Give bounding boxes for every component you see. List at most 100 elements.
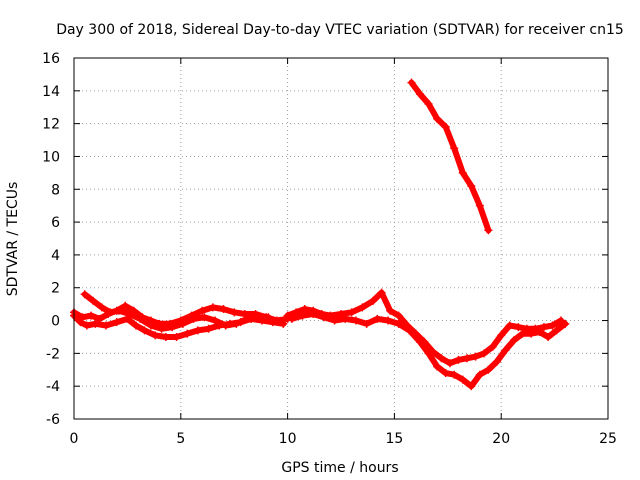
data-point bbox=[97, 303, 106, 312]
data-point bbox=[501, 346, 510, 355]
data-point bbox=[475, 370, 484, 379]
y-tick-label: 6 bbox=[51, 215, 60, 231]
data-point bbox=[287, 314, 296, 323]
data-point bbox=[416, 337, 425, 346]
data-series bbox=[70, 78, 570, 391]
data-point bbox=[386, 306, 395, 315]
y-tick-label: 12 bbox=[42, 117, 60, 133]
data-point bbox=[106, 308, 115, 317]
data-point bbox=[89, 296, 98, 305]
data-point bbox=[319, 313, 328, 322]
data-point bbox=[362, 319, 371, 328]
y-tick-label: -6 bbox=[46, 412, 60, 428]
chart-title: Day 300 of 2018, Sidereal Day-to-day VTE… bbox=[56, 22, 624, 38]
data-point bbox=[112, 318, 121, 327]
data-point bbox=[394, 311, 403, 320]
data-point bbox=[561, 319, 570, 328]
series-line bbox=[408, 79, 492, 234]
data-point bbox=[484, 365, 493, 374]
x-tick-label: 10 bbox=[279, 431, 297, 447]
data-point bbox=[243, 314, 252, 323]
data-point bbox=[505, 321, 514, 330]
data-point bbox=[309, 309, 318, 318]
data-point bbox=[377, 288, 386, 297]
data-point bbox=[230, 308, 239, 317]
data-point bbox=[82, 321, 91, 330]
data-point bbox=[445, 359, 454, 368]
plot-frame bbox=[73, 57, 609, 420]
data-point bbox=[121, 301, 130, 310]
data-point bbox=[210, 316, 219, 325]
data-point bbox=[467, 382, 476, 391]
data-point bbox=[552, 326, 561, 335]
data-point bbox=[136, 314, 145, 323]
x-tick-label: 0 bbox=[70, 431, 79, 447]
data-point bbox=[416, 90, 425, 99]
data-point bbox=[458, 168, 467, 177]
data-point bbox=[347, 308, 356, 317]
data-point bbox=[441, 369, 450, 378]
data-point bbox=[183, 329, 192, 338]
data-point bbox=[433, 362, 442, 371]
data-point bbox=[168, 323, 177, 332]
data-point bbox=[450, 144, 459, 153]
x-axis-label: GPS time / hours bbox=[281, 460, 398, 476]
data-point bbox=[140, 326, 149, 335]
data-point bbox=[131, 321, 140, 330]
data-point bbox=[193, 326, 202, 335]
data-point bbox=[492, 357, 501, 366]
data-point bbox=[189, 314, 198, 323]
data-point bbox=[454, 355, 463, 364]
data-point bbox=[102, 321, 111, 330]
data-point bbox=[544, 332, 553, 341]
data-point bbox=[518, 329, 527, 338]
data-point bbox=[161, 332, 170, 341]
data-point bbox=[424, 349, 433, 358]
y-tick-label: 16 bbox=[42, 51, 60, 67]
data-point bbox=[76, 318, 85, 327]
data-point bbox=[407, 78, 416, 87]
data-point bbox=[437, 354, 446, 363]
data-point bbox=[394, 319, 403, 328]
data-point bbox=[475, 201, 484, 210]
data-point bbox=[351, 316, 360, 325]
y-axis-label: SDTVAR / TECUs bbox=[5, 182, 21, 297]
data-point bbox=[527, 329, 536, 338]
y-tick-label: 4 bbox=[51, 248, 60, 264]
data-point bbox=[80, 290, 89, 299]
data-point bbox=[424, 99, 433, 108]
data-point bbox=[330, 316, 339, 325]
data-point bbox=[433, 114, 442, 123]
data-point bbox=[114, 306, 123, 315]
x-tick-label: 20 bbox=[492, 431, 510, 447]
data-point bbox=[172, 332, 181, 341]
data-point bbox=[221, 321, 230, 330]
data-point bbox=[283, 311, 292, 320]
data-point bbox=[146, 321, 155, 330]
data-point bbox=[125, 309, 134, 318]
y-tick-label: 2 bbox=[51, 281, 60, 297]
data-point bbox=[341, 314, 350, 323]
data-point bbox=[480, 349, 489, 358]
data-point bbox=[463, 354, 472, 363]
data-point bbox=[87, 311, 96, 320]
x-tick-label: 15 bbox=[385, 431, 403, 447]
data-point bbox=[458, 375, 467, 384]
y-tick-label: 10 bbox=[42, 149, 60, 165]
data-point bbox=[198, 306, 207, 315]
y-tick-label: 14 bbox=[42, 84, 60, 100]
data-point bbox=[471, 352, 480, 361]
data-point bbox=[208, 303, 217, 312]
x-tick-label: 5 bbox=[176, 431, 185, 447]
data-point bbox=[219, 305, 228, 314]
data-point bbox=[383, 316, 392, 325]
data-point bbox=[279, 319, 288, 328]
data-point bbox=[548, 321, 557, 330]
data-point bbox=[178, 319, 187, 328]
data-point bbox=[510, 336, 519, 345]
data-point bbox=[450, 370, 459, 379]
grid bbox=[74, 58, 608, 419]
data-point bbox=[373, 314, 382, 323]
